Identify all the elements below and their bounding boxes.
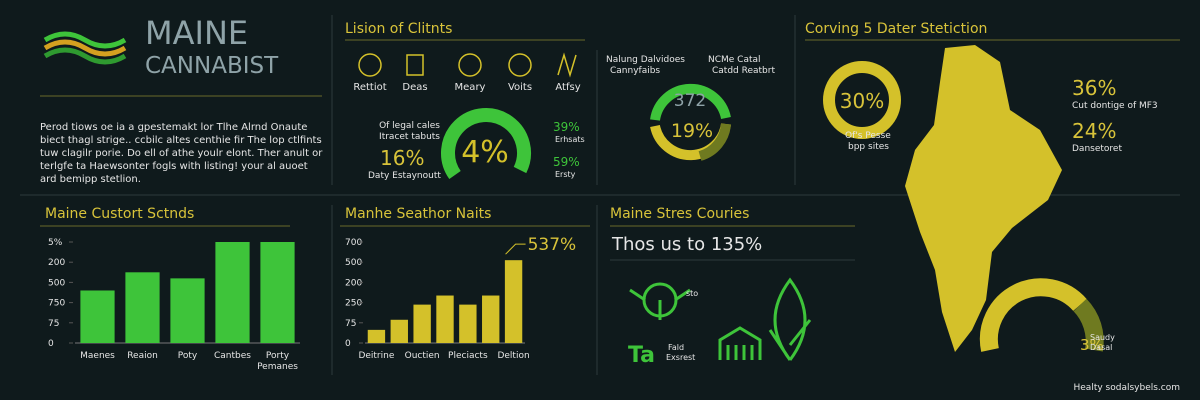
icon-label: Meary bbox=[455, 82, 486, 93]
x-tick-label: Pleciacts bbox=[448, 351, 488, 361]
note: NCMe Catal bbox=[708, 55, 761, 65]
note: Cannyfaibs bbox=[610, 66, 660, 76]
stat-value: 39% bbox=[553, 120, 580, 134]
x-tick-label: Cantbes bbox=[214, 351, 251, 361]
icon-label: Atfsy bbox=[555, 82, 580, 93]
y-tick-label: 250 bbox=[345, 299, 362, 309]
annotation: 537% bbox=[528, 235, 577, 255]
gauge-arc bbox=[979, 278, 1087, 352]
panel-title: Corving 5 Dater Stetiction bbox=[805, 21, 987, 37]
logo bbox=[43, 31, 127, 65]
note: sto bbox=[686, 289, 698, 298]
donut-arc bbox=[650, 83, 731, 121]
note: Dasal bbox=[1090, 343, 1112, 352]
bar bbox=[436, 295, 454, 343]
intro-line: terlgfe ta Haewsonter fogls with listing… bbox=[40, 161, 308, 172]
note: Cut dontige of MF3 bbox=[1072, 101, 1158, 111]
note: Ersty bbox=[555, 170, 576, 179]
icon-label: Deas bbox=[402, 82, 427, 93]
gauge-value: 3% bbox=[1080, 336, 1104, 354]
y-tick-label: 200 bbox=[48, 258, 65, 268]
y-tick-label: 75 bbox=[345, 319, 356, 329]
x-tick-label: Reaion bbox=[127, 351, 158, 361]
note: Exsrest bbox=[666, 353, 695, 362]
panel-title: Lision of Clitnts bbox=[345, 21, 452, 37]
bar bbox=[482, 295, 500, 343]
annotation-line bbox=[505, 243, 526, 255]
stat-value: 24% bbox=[1072, 119, 1116, 143]
gauge-arc bbox=[1073, 298, 1104, 352]
gauge-value: 4% bbox=[461, 135, 509, 170]
intro-line: biect thagl strige.. ccbilc altes centhi… bbox=[40, 135, 322, 146]
note: Erhsats bbox=[555, 135, 585, 144]
icon-text: Ta bbox=[628, 343, 655, 368]
y-tick-label: 700 bbox=[345, 238, 362, 248]
icon-label: Voits bbox=[508, 82, 532, 93]
brand-title: MAINE bbox=[145, 14, 248, 52]
note: Itracet tabuts bbox=[379, 132, 440, 142]
bar bbox=[80, 290, 115, 343]
donut-value: 19% bbox=[671, 120, 713, 142]
x-tick-label: Maenes bbox=[80, 351, 115, 361]
y-tick-label: 75 bbox=[48, 319, 59, 329]
note: Dansetoret bbox=[1072, 144, 1122, 154]
y-tick-label: 0 bbox=[345, 339, 351, 349]
bar bbox=[215, 242, 250, 343]
stat-value: 59% bbox=[553, 155, 580, 169]
intro-line: Perod tiows oe ia a gpestemakt lor Tlhe … bbox=[40, 122, 307, 133]
note: Of legal cales bbox=[379, 121, 440, 131]
y-tick-label: 750 bbox=[48, 299, 65, 309]
note: Nalung Dalvidoes bbox=[606, 55, 685, 65]
donut-value: 30% bbox=[840, 89, 884, 113]
note: Fald bbox=[668, 343, 684, 352]
note: bpp sites bbox=[848, 142, 889, 152]
intro-line: tuw clagilr porie. Do ell of athe youlr … bbox=[40, 148, 323, 159]
intro-line: ard bemipp stetlion. bbox=[40, 174, 141, 185]
brand-subtitle: CANNABIST bbox=[145, 53, 279, 79]
bar bbox=[413, 304, 431, 343]
x-tick-label: Poty bbox=[178, 351, 198, 361]
stat-value: 16% bbox=[380, 146, 424, 170]
y-tick-label: 0 bbox=[48, 339, 54, 349]
donut-arc bbox=[698, 123, 731, 161]
footer: Healty sodalsybels.com bbox=[1074, 383, 1181, 393]
x-tick-label: Deitrine bbox=[358, 351, 394, 361]
stat-value: 36% bbox=[1072, 76, 1116, 100]
donut bbox=[823, 61, 901, 139]
note: Daty Estaynoutt bbox=[368, 171, 441, 181]
store-icons bbox=[629, 277, 812, 361]
bar bbox=[367, 329, 386, 343]
y-tick-label: 200 bbox=[345, 278, 362, 288]
note: Saudy bbox=[1090, 333, 1115, 342]
maine-map bbox=[905, 45, 1062, 352]
bar bbox=[125, 272, 160, 343]
chart-title: Manhe Seathor Naits bbox=[345, 206, 491, 222]
x-tick-label: Porty Pemanes bbox=[257, 351, 298, 372]
icon-label: Rettiot bbox=[353, 82, 386, 93]
headline: Thos us to 135% bbox=[611, 234, 762, 255]
x-tick-label: Ouctien bbox=[405, 351, 440, 361]
panel-title: Maine Stres Couries bbox=[610, 206, 749, 222]
chart-title: Maine Custort Sctnds bbox=[45, 206, 194, 222]
donut-value: 372 bbox=[674, 91, 706, 111]
gauge-arc bbox=[441, 108, 531, 180]
y-tick-label: 500 bbox=[345, 258, 362, 268]
note: Catdd Reatbrt bbox=[712, 66, 775, 76]
icons bbox=[358, 52, 577, 78]
bar bbox=[260, 242, 295, 343]
bar bbox=[170, 278, 205, 343]
y-tick-label: 500 bbox=[48, 278, 65, 288]
intro: Perod tiows oe ia a gpestemakt lor Tlhe … bbox=[40, 122, 323, 185]
bar bbox=[390, 319, 408, 343]
note: Of's Pesse bbox=[845, 131, 891, 141]
y-tick-label: 5% bbox=[48, 238, 63, 248]
x-tick-label: Deltion bbox=[497, 351, 529, 361]
bar bbox=[459, 304, 477, 343]
bar bbox=[504, 260, 523, 343]
